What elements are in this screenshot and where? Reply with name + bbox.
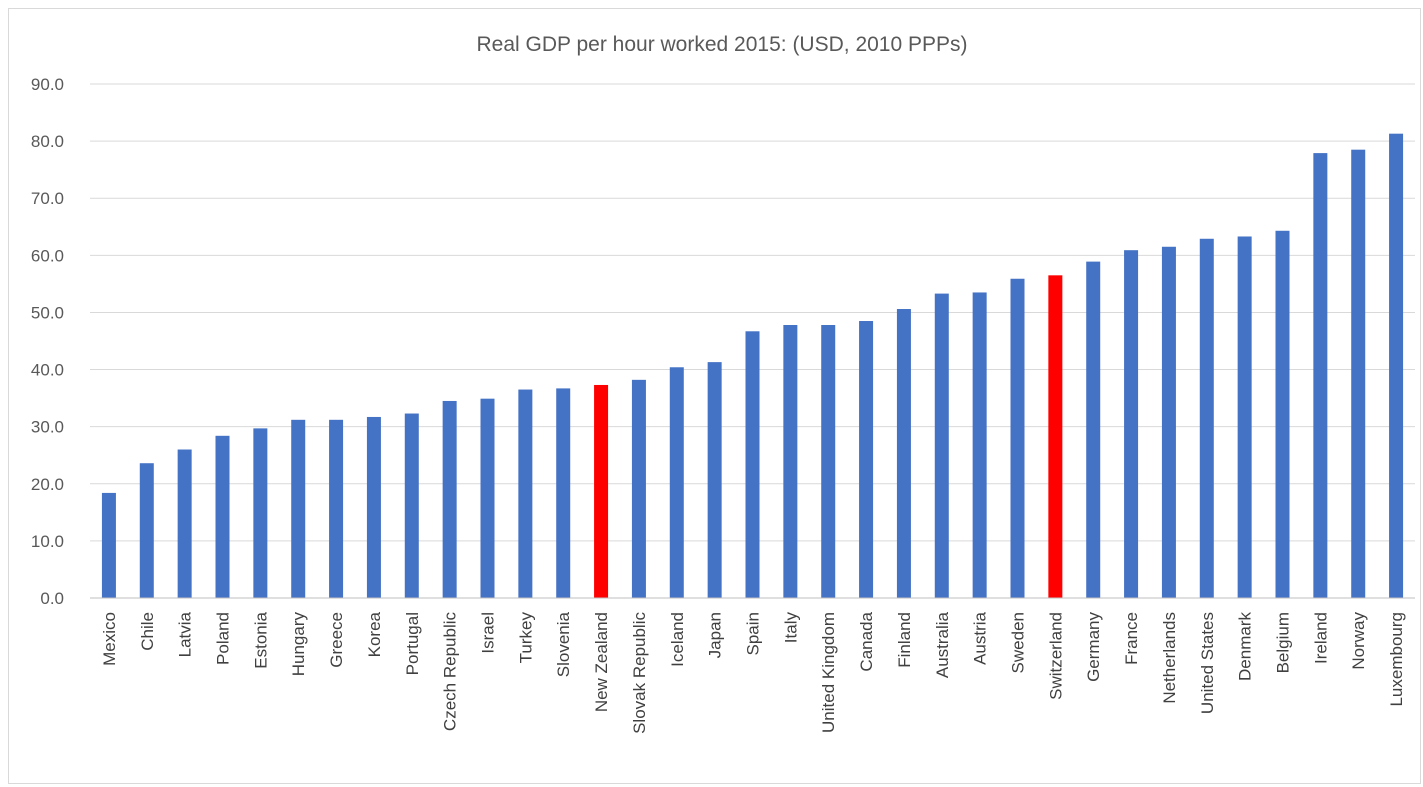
bar-ireland [1313, 153, 1328, 599]
bar-austria [972, 292, 987, 598]
bar-japan [707, 362, 722, 598]
bar-italy [783, 325, 798, 598]
bar-netherlands [1161, 246, 1176, 598]
x-category-label: United States [1198, 612, 1217, 714]
bar-estonia [253, 428, 268, 598]
x-category-label: Norway [1349, 612, 1368, 670]
bar-iceland [669, 367, 684, 598]
x-category-label: New Zealand [592, 612, 611, 712]
x-category-label: Greece [327, 612, 346, 668]
x-category-label: Korea [365, 611, 384, 657]
y-tick-label: 80.0 [31, 132, 64, 151]
y-tick-label: 60.0 [31, 246, 64, 265]
x-category-label: Austria [971, 611, 990, 664]
bar-australia [934, 293, 949, 598]
x-category-label: Latvia [176, 611, 195, 657]
x-category-label: Chile [138, 612, 157, 651]
bar-united-states [1199, 238, 1214, 598]
bar-slovenia [556, 388, 571, 598]
bar-portugal [404, 413, 419, 598]
bar-hungary [291, 419, 306, 598]
x-category-label: Japan [706, 612, 725, 658]
x-category-label: Canada [857, 611, 876, 671]
y-tick-label: 50.0 [31, 303, 64, 322]
bar-chile [139, 463, 154, 598]
y-tick-label: 40.0 [31, 361, 64, 380]
bar-turkey [518, 389, 533, 598]
x-category-label: Belgium [1274, 612, 1293, 673]
x-category-label: Australia [933, 611, 952, 678]
bar-luxembourg [1389, 133, 1404, 599]
bar-poland [215, 435, 230, 598]
bar-czech-republic [442, 400, 457, 598]
y-tick-label: 90.0 [31, 75, 64, 94]
x-category-label: Germany [1084, 612, 1103, 682]
x-category-label: Hungary [289, 612, 308, 677]
chart-title: Real GDP per hour worked 2015: (USD, 201… [476, 33, 967, 56]
x-axis-labels: Mexico Chile Latvia Poland Estonia Hungary Gre… [100, 611, 1406, 733]
x-category-label: Estonia [251, 611, 270, 668]
y-tick-label: 10.0 [31, 532, 64, 551]
x-category-label: Poland [214, 612, 233, 665]
x-category-label: Slovenia [554, 611, 573, 677]
bar-latvia [177, 449, 192, 598]
bar-germany [1086, 261, 1101, 598]
bar-norway [1351, 149, 1366, 598]
x-category-label: Sweden [1009, 612, 1028, 673]
gridlines [90, 83, 1415, 542]
bar-new-zealand [594, 384, 609, 598]
x-category-label: Mexico [100, 612, 119, 666]
x-category-label: Denmark [1236, 612, 1255, 681]
x-category-label: France [1122, 612, 1141, 665]
x-category-label: Italy [781, 612, 800, 644]
x-category-label: Iceland [668, 612, 687, 667]
x-category-label: Ireland [1311, 612, 1330, 664]
x-category-label: Switzerland [1046, 612, 1065, 700]
x-category-label: Netherlands [1160, 612, 1179, 704]
bar-spain [745, 331, 760, 598]
y-tick-label: 30.0 [31, 418, 64, 437]
bar-greece [329, 419, 344, 598]
bar-switzerland [1048, 275, 1063, 598]
bar-united-kingdom [821, 325, 836, 598]
bar-slovak-republic [631, 379, 646, 598]
x-category-label: Israel [479, 612, 498, 654]
bar-israel [480, 398, 495, 598]
x-category-label: Portugal [403, 612, 422, 675]
x-category-label: Slovak Republic [630, 612, 649, 734]
x-category-label: United Kingdom [819, 612, 838, 733]
x-category-label: Turkey [516, 612, 535, 664]
x-category-label: Luxembourg [1387, 612, 1406, 707]
bar-canada [859, 321, 874, 598]
bar-belgium [1275, 230, 1290, 598]
bars [101, 133, 1404, 599]
y-tick-label: 20.0 [31, 475, 64, 494]
bar-denmark [1237, 236, 1252, 598]
x-category-label: Czech Republic [441, 612, 460, 732]
x-category-label: Spain [744, 612, 763, 655]
x-category-label: Finland [895, 612, 914, 668]
bar-mexico [101, 492, 116, 598]
y-tick-label: 70.0 [31, 189, 64, 208]
y-tick-label: 0.0 [40, 589, 64, 608]
bar-france [1124, 250, 1139, 598]
bar-finland [896, 309, 911, 598]
bar-sweden [1010, 278, 1025, 598]
y-axis-ticks: 0.0 10.0 20.0 30.0 40.0 50.0 60.0 70.0 80.0 90.0 [31, 75, 64, 608]
bar-korea [366, 416, 381, 598]
